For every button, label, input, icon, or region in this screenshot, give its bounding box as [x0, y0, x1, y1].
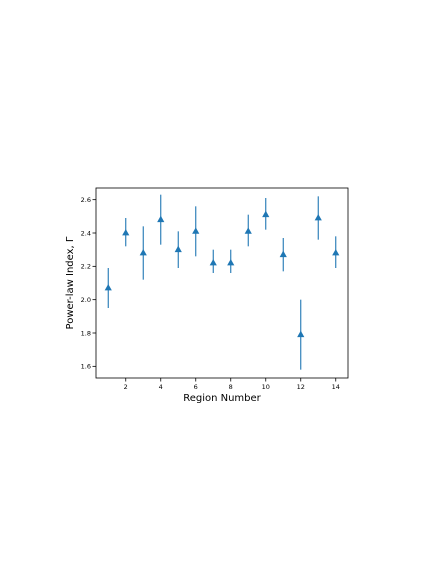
axes-frame — [95, 187, 349, 379]
x-tick-label: 8 — [229, 383, 233, 391]
data-point-marker — [104, 284, 112, 291]
x-tick-label: 2 — [124, 383, 128, 391]
data-point-marker — [209, 259, 217, 266]
data-point-marker — [244, 227, 252, 234]
x-tick-label: 10 — [262, 383, 270, 391]
data-series — [104, 194, 340, 370]
y-tick-label: 2.6 — [81, 196, 91, 204]
x-tick-label: 12 — [297, 383, 305, 391]
x-axis-label: Region Number — [183, 393, 261, 404]
data-point-marker — [332, 249, 340, 256]
data-point-marker — [297, 330, 305, 338]
data-point-marker — [122, 229, 130, 236]
data-point-marker — [139, 249, 147, 256]
axis-ticks: 2 4 6 8 10 12 14 1.6 1.8 2.0 2.2 2.4 2.6 — [81, 196, 340, 391]
y-tick-label: 1.6 — [81, 363, 91, 371]
data-point-marker — [157, 215, 165, 223]
data-point-marker — [262, 210, 270, 218]
data-point-marker — [227, 259, 235, 266]
y-tick-label: 2.4 — [81, 229, 91, 237]
y-tick-label: 1.8 — [81, 329, 91, 337]
x-tick-label: 4 — [159, 383, 163, 391]
x-tick-label: 14 — [332, 383, 340, 391]
data-point-marker — [314, 214, 322, 221]
y-tick-label: 2.0 — [81, 296, 91, 304]
y-tick-label: 2.2 — [81, 263, 91, 271]
data-point-marker — [192, 227, 200, 234]
x-tick-label: 6 — [194, 383, 198, 391]
data-point-marker — [279, 250, 287, 258]
data-point-marker — [174, 245, 182, 253]
y-axis-label: Power-law Index, Γ — [65, 236, 76, 329]
